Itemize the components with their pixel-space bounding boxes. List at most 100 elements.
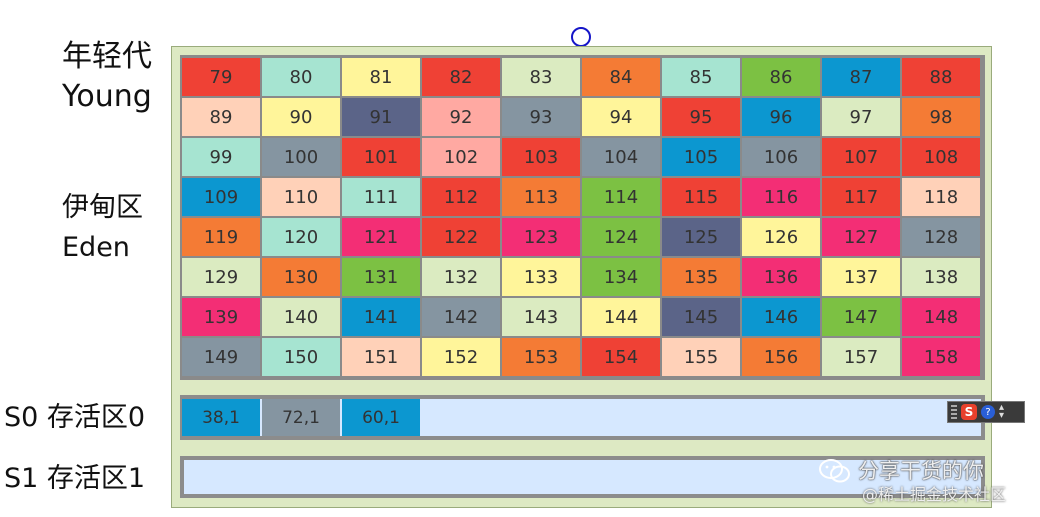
eden-cell: 128	[902, 218, 980, 256]
eden-cell: 136	[742, 258, 820, 296]
s1-label: S1 存活区1	[4, 463, 146, 494]
young-label-cn: 年轻代	[62, 39, 152, 74]
eden-cell: 89	[182, 98, 260, 136]
eden-cell: 129	[182, 258, 260, 296]
watermark-line2: @稀土掘金技术社区	[862, 485, 1007, 504]
eden-cell: 97	[822, 98, 900, 136]
eden-cell: 143	[502, 298, 580, 336]
eden-cell: 84	[582, 58, 660, 96]
eden-cell: 117	[822, 178, 900, 216]
wechat-icon	[819, 459, 850, 483]
eden-cell: 153	[502, 338, 580, 376]
eden-cell: 152	[422, 338, 500, 376]
eden-cell: 98	[902, 98, 980, 136]
eden-cell: 91	[342, 98, 420, 136]
eden-cell: 82	[422, 58, 500, 96]
eden-cell: 142	[422, 298, 500, 336]
eden-cell: 120	[262, 218, 340, 256]
eden-cell: 141	[342, 298, 420, 336]
eden-cell: 88	[902, 58, 980, 96]
watermark-line1: 分享干货的你	[858, 459, 984, 483]
eden-cell: 92	[422, 98, 500, 136]
eden-cell: 106	[742, 138, 820, 176]
eden-cell: 105	[662, 138, 740, 176]
eden-cell: 131	[342, 258, 420, 296]
eden-cell: 83	[502, 58, 580, 96]
eden-cell: 138	[902, 258, 980, 296]
eden-cell: 95	[662, 98, 740, 136]
eden-cell: 126	[742, 218, 820, 256]
eden-cell: 93	[502, 98, 580, 136]
eden-cell: 80	[262, 58, 340, 96]
s0-cell: 60,1	[342, 399, 420, 436]
eden-cell: 156	[742, 338, 820, 376]
eden-cell: 115	[662, 178, 740, 216]
eden-cell: 144	[582, 298, 660, 336]
eden-cell: 130	[262, 258, 340, 296]
eden-cell: 127	[822, 218, 900, 256]
eden-cell: 147	[822, 298, 900, 336]
eden-cell: 119	[182, 218, 260, 256]
eden-cell: 114	[582, 178, 660, 216]
eden-grid: 79 80 81 82 83 84 85 86 87 88 89 90 91 92 93 94 95 96 97 98…	[180, 55, 985, 380]
eden-label-cn: 伊甸区	[62, 192, 143, 223]
eden-cell: 107	[822, 138, 900, 176]
eden-cell: 118	[902, 178, 980, 216]
eden-cell: 96	[742, 98, 820, 136]
eden-cell: 150	[262, 338, 340, 376]
circle-marker	[571, 27, 591, 47]
eden-cell: 151	[342, 338, 420, 376]
help-icon[interactable]: ?	[981, 405, 995, 419]
eden-cell: 102	[422, 138, 500, 176]
eden-cell: 145	[662, 298, 740, 336]
eden-cell: 87	[822, 58, 900, 96]
eden-cell: 134	[582, 258, 660, 296]
survivor-0-area: 38,1 72,1 60,1	[182, 399, 981, 436]
s0-cell: 38,1	[182, 399, 260, 436]
eden-cell: 154	[582, 338, 660, 376]
survivor-0: 38,1 72,1 60,1	[180, 395, 985, 440]
eden-cell: 149	[182, 338, 260, 376]
s0-cell: 72,1	[262, 399, 340, 436]
eden-cell: 158	[902, 338, 980, 376]
eden-cell: 123	[502, 218, 580, 256]
young-label-en: Young	[62, 79, 152, 114]
eden-cell: 90	[262, 98, 340, 136]
eden-cell: 140	[262, 298, 340, 336]
eden-cell: 104	[582, 138, 660, 176]
eden-cell: 85	[662, 58, 740, 96]
eden-cell: 109	[182, 178, 260, 216]
eden-cell: 101	[342, 138, 420, 176]
eden-cell: 113	[502, 178, 580, 216]
eden-cell: 121	[342, 218, 420, 256]
eden-cell: 137	[822, 258, 900, 296]
eden-cell: 110	[262, 178, 340, 216]
eden-cell: 135	[662, 258, 740, 296]
ime-toolbar[interactable]: S ? ▴ ▾	[947, 401, 1025, 423]
eden-cell: 122	[422, 218, 500, 256]
eden-cell: 132	[422, 258, 500, 296]
eden-cell: 146	[742, 298, 820, 336]
arrows-icon[interactable]: ▴ ▾	[999, 402, 1005, 421]
eden-cell: 99	[182, 138, 260, 176]
eden-cell: 103	[502, 138, 580, 176]
eden-cell: 79	[182, 58, 260, 96]
eden-cell: 139	[182, 298, 260, 336]
eden-cell: 133	[502, 258, 580, 296]
grip-icon[interactable]	[951, 405, 957, 419]
s0-label: S0 存活区0	[4, 402, 146, 433]
eden-cell: 86	[742, 58, 820, 96]
eden-cell: 125	[662, 218, 740, 256]
eden-cell: 81	[342, 58, 420, 96]
eden-cell: 116	[742, 178, 820, 216]
eden-cell: 111	[342, 178, 420, 216]
sogou-s-icon[interactable]: S	[961, 404, 977, 420]
eden-cell: 112	[422, 178, 500, 216]
eden-label-en: Eden	[62, 232, 130, 263]
eden-cell: 94	[582, 98, 660, 136]
eden-cell: 124	[582, 218, 660, 256]
eden-cell: 100	[262, 138, 340, 176]
eden-cell: 108	[902, 138, 980, 176]
eden-cell: 148	[902, 298, 980, 336]
eden-cell: 155	[662, 338, 740, 376]
